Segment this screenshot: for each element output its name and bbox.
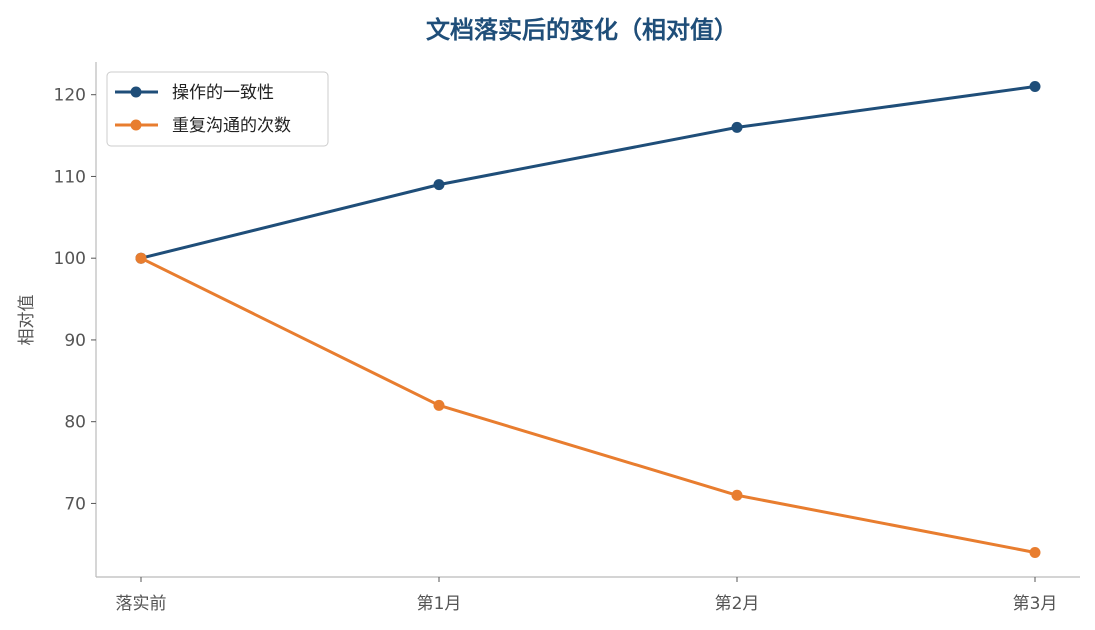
- y-tick-label: 80: [64, 413, 86, 433]
- legend-label: 操作的一致性: [172, 83, 274, 103]
- x-tick-label: 第1月: [417, 594, 462, 614]
- series-line: [140, 256, 1036, 554]
- axes: 70 80 90 100 110 120 落实前 第1月 第2月 第3月: [54, 62, 1080, 614]
- data-point: [731, 489, 743, 501]
- legend-item: 操作的一致性: [115, 83, 274, 103]
- legend-box: [106, 71, 329, 147]
- x-tick-label: 第2月: [715, 594, 760, 614]
- legend-marker: [130, 86, 142, 98]
- series-layer: [135, 81, 1041, 558]
- data-point: [433, 179, 445, 191]
- y-tick-label: 110: [54, 167, 86, 187]
- legend-marker: [130, 119, 142, 131]
- legend-label: 重复沟通的次数: [172, 116, 291, 136]
- series-2: [135, 252, 1041, 558]
- y-axis-label: 相对值: [17, 295, 37, 346]
- y-tick-label: 120: [54, 86, 86, 106]
- data-point: [1029, 546, 1041, 558]
- y-tick-label: 100: [54, 249, 86, 269]
- x-tick-label: 第3月: [1013, 594, 1058, 614]
- data-point: [433, 399, 445, 411]
- legend-item: 重复沟通的次数: [115, 116, 291, 136]
- y-tick-label: 90: [64, 331, 86, 351]
- data-point: [731, 121, 743, 133]
- data-point: [135, 252, 147, 264]
- x-tick-label: 落实前: [116, 594, 167, 614]
- chart-title: 文档落实后的变化（相对值）: [426, 16, 738, 44]
- data-point: [1029, 81, 1041, 93]
- y-tick-label: 70: [64, 494, 86, 514]
- series-line: [140, 85, 1036, 260]
